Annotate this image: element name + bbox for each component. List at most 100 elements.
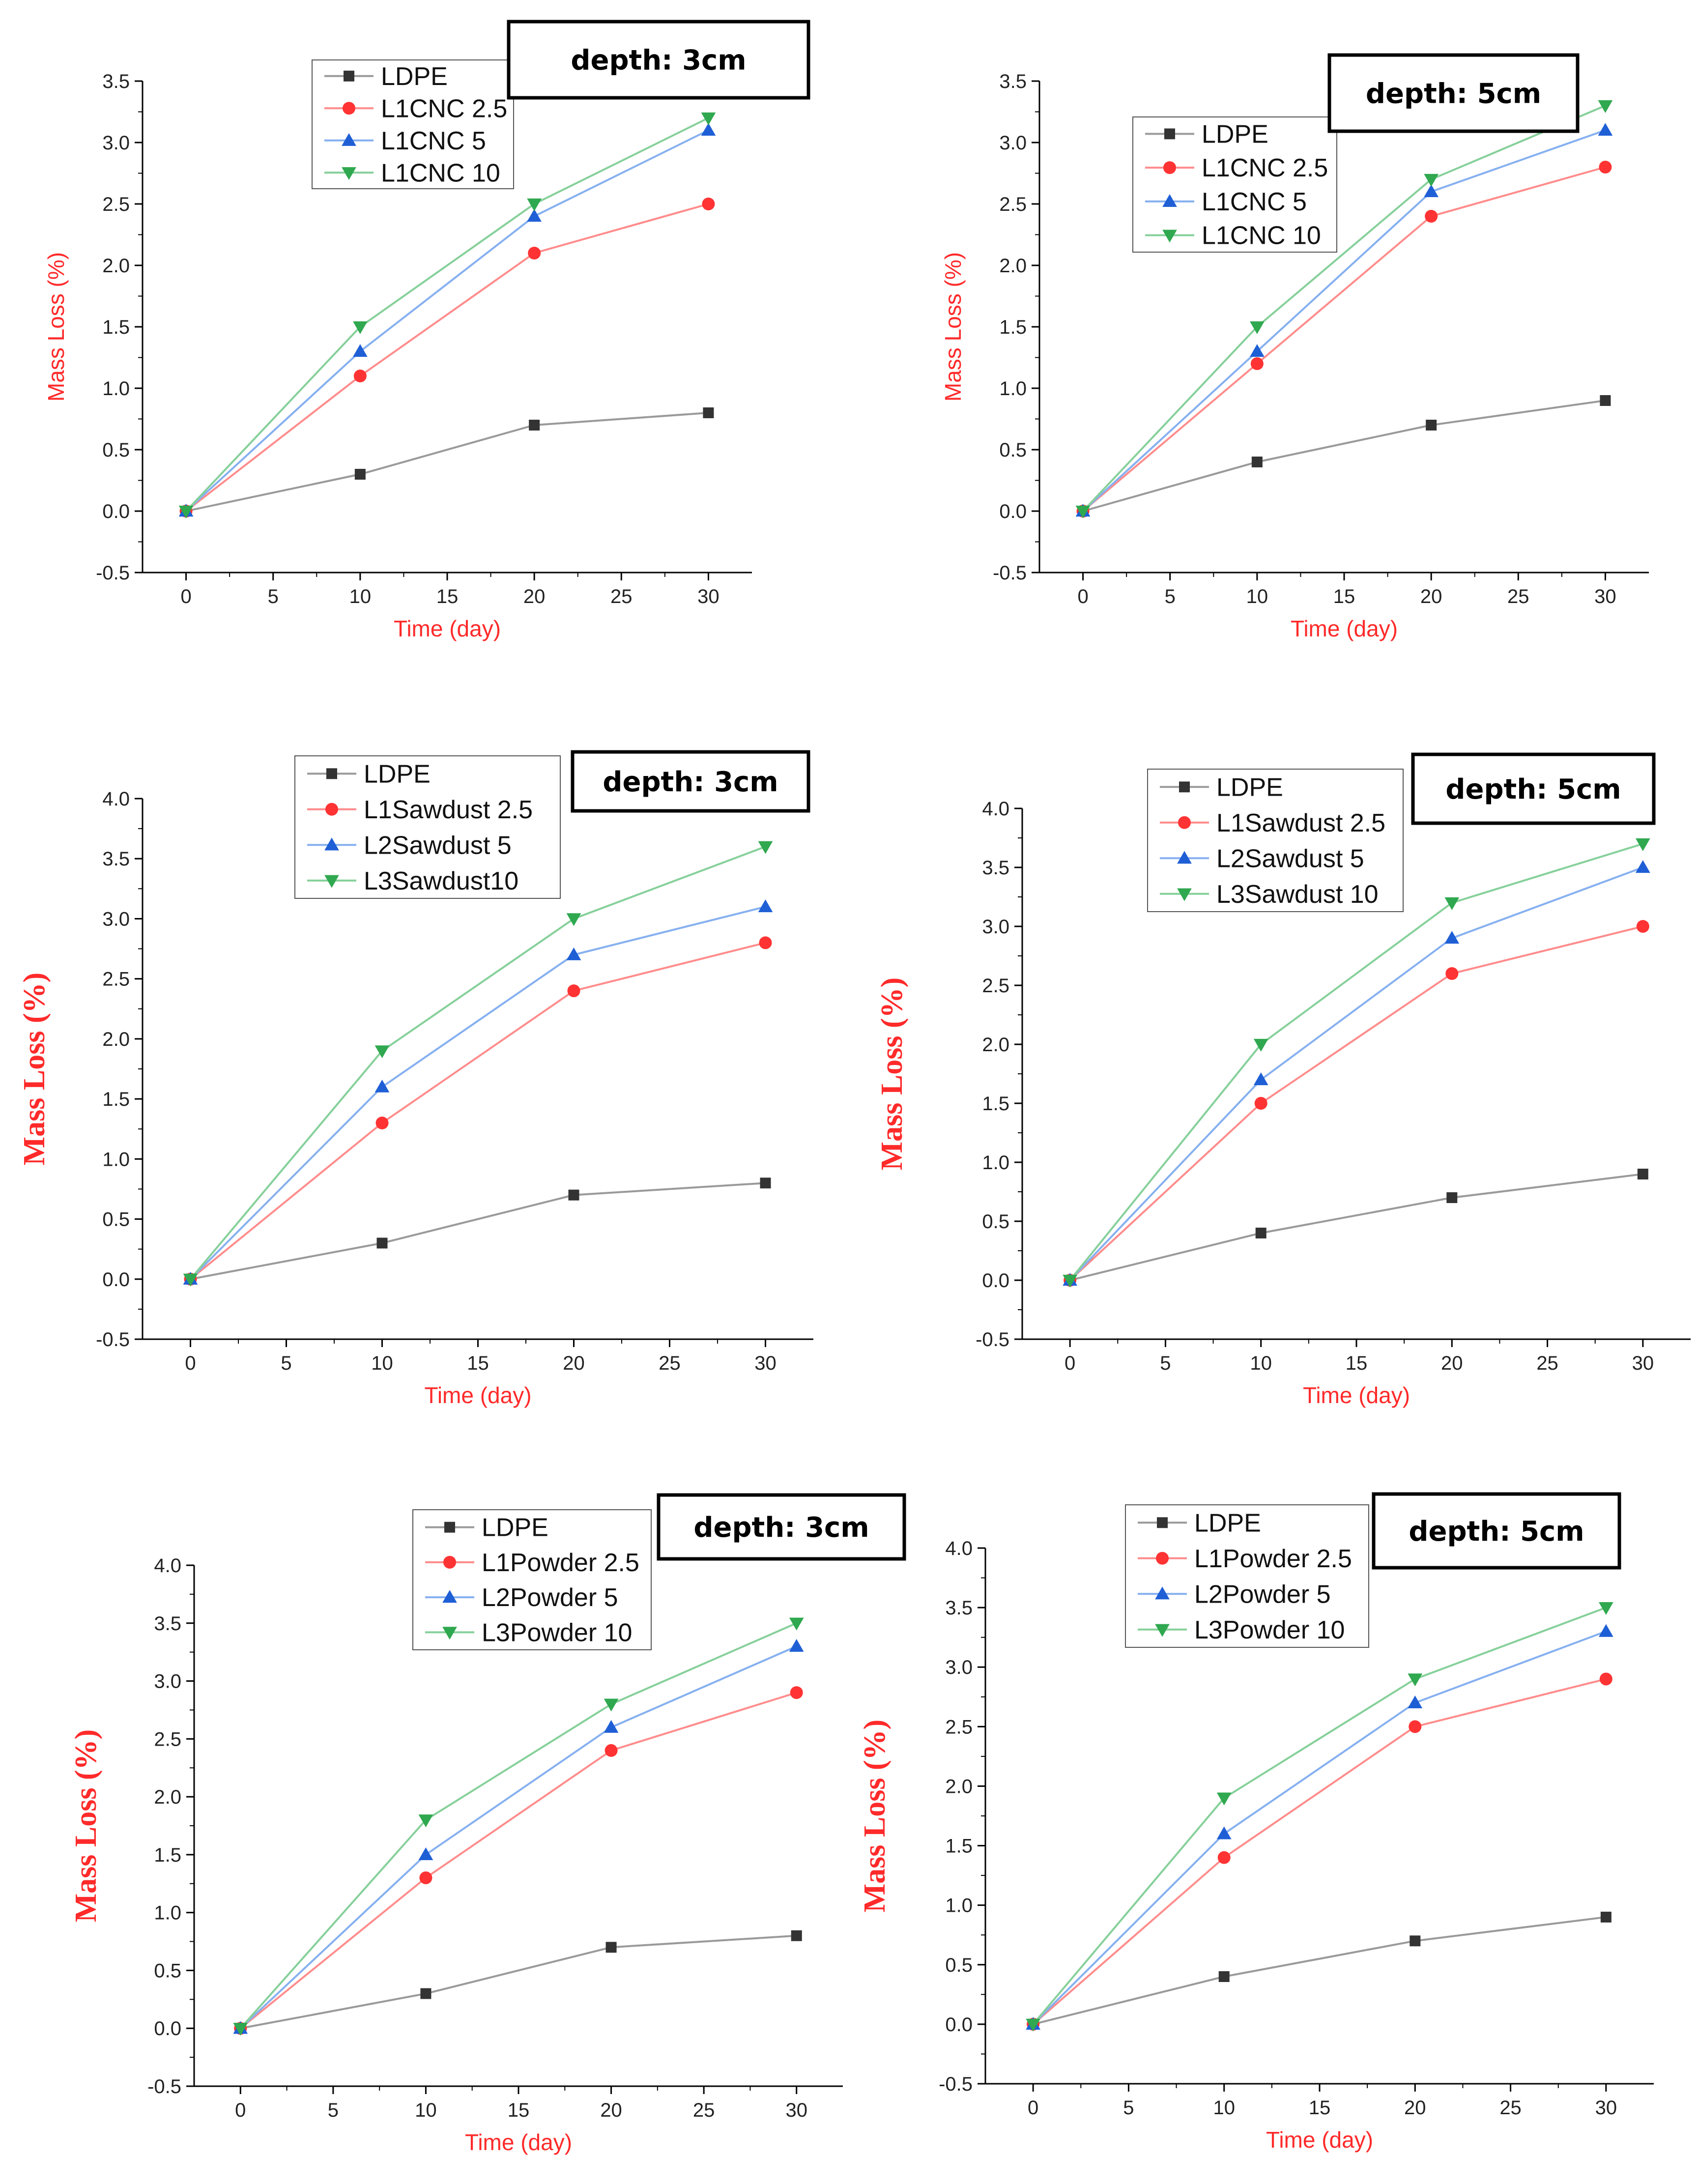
chart-panel-top-right: 0 5 10 15 20 25 30 -0.5 0.0 0.5 1.0 1.5 2.0 2.5 3.0 3.5… [940,53,1649,641]
y-axis-title: Mass Loss (%) [43,252,69,402]
x-tick-label: 10 [1246,586,1268,607]
legend: LDPE L1Sawdust 2.5 L2Sawdust 5 L3Sawdust10 [294,755,561,899]
legend-label: L2Powder 5 [482,1583,618,1612]
x-axis-title: Time (day) [1303,1382,1410,1408]
chart-panel-middle-left: 0 5 10 15 20 25 30 -0.5 0.0 0.5 1.0 1.5 2.0 2.5 3.0 3.5… [18,750,813,1408]
data-point-l1 [419,1871,432,1884]
legend-marker-l2 [324,837,339,851]
depth-box-border [1372,1492,1621,1570]
data-point-l2 [1408,1695,1423,1709]
series-line-ldpe [186,412,709,512]
legend-label: L2Powder 5 [1194,1580,1331,1609]
legend-marker-l2 [1155,1586,1170,1600]
y-tick-label: 3.5 [154,1613,181,1635]
data-point-l3 [701,112,716,125]
series-line-l3 [1069,843,1643,1281]
depth-label: depth: 3cm [603,766,778,798]
data-point-ldpe [568,1189,579,1201]
x-tick-label: 25 [610,586,633,607]
legend-marker-l1 [343,102,355,115]
series-line-l3 [1032,1607,1607,2025]
y-tick-label: 0.5 [982,1211,1009,1233]
data-point-l2 [1444,931,1460,944]
data-point-ldpe [1600,1911,1612,1923]
data-point-l1 [1599,1672,1612,1686]
y-tick-label: 1.0 [945,1895,973,1917]
x-tick-label: 20 [1441,1352,1463,1374]
legend-box [1125,1504,1369,1648]
data-point-ldpe [529,420,540,431]
series-line-l3 [1082,105,1606,512]
x-tick-label: 20 [600,2099,622,2121]
y-tick-label: 0.5 [999,439,1027,461]
series-line-l2 [1082,129,1606,512]
y-tick-label: 3.0 [945,1657,973,1678]
y-tick-label: 2.5 [154,1728,181,1750]
data-point-ldpe [1251,457,1263,467]
chart-panel-bottom-left: 0 5 10 15 20 25 30 -0.5 0.0 0.5 1.0 1.5 2.0 2.5 3.0 3.5… [69,1493,906,2155]
data-point-l1 [1425,210,1438,223]
legend-label: L1CNC 5 [1202,188,1307,216]
x-tick-label: 15 [1333,586,1355,607]
depth-label: depth: 5cm [1366,78,1541,110]
y-tick-label: 0.0 [102,1269,130,1291]
data-point-l3 [1250,321,1265,334]
y-tick-label: 1.5 [102,316,130,338]
depth-box-border [571,750,810,813]
y-tick-label: 3.5 [102,71,130,92]
data-point-l2 [566,947,581,960]
y-axis-title: Mass Loss (%) [858,1720,892,1913]
x-tick-label: 10 [415,2099,437,2121]
legend-label: L1Sawdust 2.5 [1216,809,1385,837]
legend: LDPE L1Powder 2.5 L2Powder 5 L3Powder 10 [1125,1504,1369,1648]
data-point-ldpe [760,1178,771,1189]
y-axis-title: Mass Loss (%) [18,973,51,1166]
legend-label: L3Powder 10 [482,1618,632,1647]
legend-box [1132,116,1337,253]
x-tick-label: 25 [1536,1352,1558,1374]
legend-marker-l1 [1156,1552,1169,1565]
y-tick-label: 1.5 [102,1089,130,1110]
x-axis-title: Time (day) [394,616,501,641]
legend-label: LDPE [1216,773,1283,802]
legend-label: L3Sawdust10 [364,867,518,895]
data-point-l1 [1409,1720,1422,1733]
y-tick-label: 1.0 [102,1149,130,1170]
y-tick-label: 2.0 [982,1034,1009,1056]
y-axis-title: Mass Loss (%) [69,1729,103,1923]
data-point-l2 [1598,123,1613,136]
legend-label: L1CNC 10 [1202,222,1321,250]
data-point-ldpe [1426,420,1437,431]
y-tick-label: 1.0 [982,1152,1009,1174]
y-tick-label: -0.5 [96,1329,130,1351]
y-tick-label: 0.0 [102,501,130,522]
y-tick-label: 2.5 [999,194,1027,215]
y-tick-label: 0.5 [102,1209,130,1231]
legend-label: L3Sawdust 10 [1216,880,1379,909]
data-point-l2 [1599,1624,1613,1637]
x-tick-label: 20 [1404,2097,1426,2119]
data-point-l3 [1253,1038,1268,1052]
legend-label: L1CNC 2.5 [381,94,507,123]
data-point-l1 [702,198,715,210]
data-point-l1 [567,984,580,998]
legend-marker-l1 [1163,161,1176,174]
y-tick-label: 3.0 [982,916,1009,938]
data-point-l2 [1636,860,1650,873]
data-point-ldpe [354,469,366,480]
legend-marker-l2 [442,1590,457,1603]
series-line-l3 [189,845,766,1280]
depth-label: depth: 5cm [1409,1516,1584,1548]
depth-label-box: depth: 5cm [1411,752,1656,825]
x-tick-label: 0 [180,586,191,607]
data-point-l3 [1598,100,1613,113]
x-axis-title: Time (day) [465,2129,572,2155]
x-tick-label: 30 [1595,2097,1617,2119]
y-tick-label: 4.0 [945,1538,973,1559]
series-line-l1 [185,203,709,512]
y-tick-label: 2.5 [102,969,130,990]
y-tick-label: 2.0 [154,1786,181,1808]
series-line-l1 [190,942,766,1280]
y-tick-label: 1.5 [999,316,1027,338]
